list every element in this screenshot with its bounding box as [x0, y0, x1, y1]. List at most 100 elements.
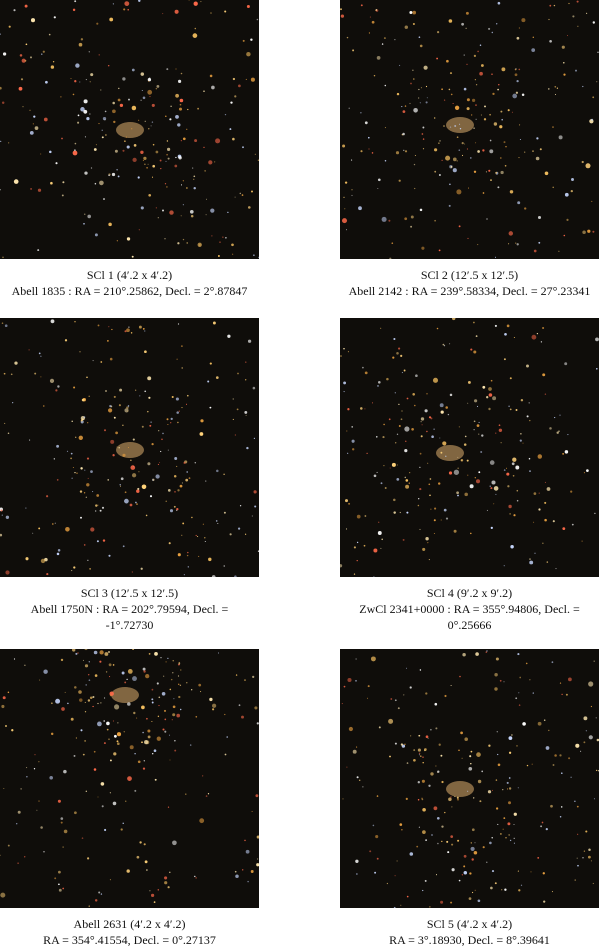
- star: [209, 406, 212, 409]
- star: [430, 508, 432, 510]
- star: [595, 337, 599, 342]
- star: [209, 74, 213, 78]
- star: [596, 81, 598, 83]
- star: [104, 119, 106, 121]
- star: [223, 473, 225, 476]
- star: [356, 541, 359, 544]
- star: [502, 789, 504, 791]
- star: [38, 527, 41, 530]
- star: [98, 123, 100, 125]
- star: [475, 84, 478, 86]
- caption-line: 0°.25666: [447, 618, 492, 632]
- star: [176, 713, 181, 718]
- star: [377, 384, 379, 387]
- star: [193, 1, 198, 6]
- star: [61, 137, 63, 140]
- star: [562, 453, 564, 455]
- star: [156, 682, 159, 685]
- star: [182, 522, 185, 525]
- star: [409, 472, 411, 474]
- star: [481, 434, 484, 437]
- star: [413, 108, 418, 113]
- star: [533, 249, 537, 253]
- star: [48, 33, 51, 36]
- star: [377, 531, 382, 535]
- star: [138, 471, 140, 473]
- star: [422, 808, 426, 812]
- star: [508, 405, 510, 408]
- star: [403, 369, 406, 372]
- star: [470, 348, 473, 351]
- star: [467, 187, 470, 189]
- star: [513, 837, 515, 839]
- star: [519, 138, 521, 141]
- star: [402, 110, 406, 113]
- star: [486, 218, 488, 220]
- star: [473, 321, 475, 324]
- star: [185, 478, 189, 482]
- star: [130, 459, 132, 461]
- star: [435, 765, 437, 767]
- star: [431, 435, 434, 439]
- star: [256, 722, 259, 725]
- star: [532, 150, 534, 152]
- star: [538, 508, 541, 511]
- star: [142, 159, 144, 162]
- star: [405, 484, 410, 489]
- star: [561, 772, 563, 774]
- star: [229, 533, 232, 536]
- star: [482, 149, 485, 152]
- star: [444, 345, 446, 347]
- star: [473, 850, 478, 855]
- star: [512, 474, 515, 477]
- star: [17, 810, 21, 814]
- star: [26, 776, 28, 778]
- star: [372, 824, 375, 827]
- star: [169, 871, 171, 874]
- star: [528, 402, 530, 404]
- star: [343, 685, 346, 688]
- star: [473, 429, 475, 431]
- star: [422, 830, 426, 834]
- star: [418, 826, 420, 828]
- star: [158, 430, 160, 432]
- star: [55, 389, 58, 392]
- star: [103, 742, 106, 745]
- star: [503, 565, 505, 567]
- star: [592, 21, 595, 24]
- star: [443, 125, 445, 127]
- star: [154, 652, 158, 656]
- star: [118, 87, 120, 90]
- star: [164, 183, 167, 185]
- star: [521, 93, 525, 97]
- star: [340, 355, 342, 357]
- star: [513, 514, 516, 517]
- star: [0, 533, 3, 537]
- star: [347, 351, 349, 353]
- star: [100, 702, 102, 704]
- star: [162, 13, 164, 15]
- star: [440, 754, 443, 757]
- star: [475, 652, 479, 656]
- star: [515, 91, 519, 94]
- star: [108, 554, 111, 557]
- star: [546, 487, 551, 491]
- star: [467, 380, 471, 384]
- star: [245, 361, 247, 363]
- star: [214, 161, 216, 163]
- star: [396, 92, 400, 96]
- star: [496, 23, 498, 25]
- star: [399, 64, 401, 66]
- star: [140, 72, 145, 76]
- star: [460, 731, 463, 735]
- cluster-galaxy: [116, 442, 144, 458]
- star: [78, 435, 83, 440]
- star: [112, 109, 116, 114]
- star: [504, 332, 507, 336]
- star: [555, 568, 557, 570]
- star: [77, 114, 80, 117]
- star: [80, 729, 83, 732]
- star: [542, 326, 545, 330]
- star: [136, 503, 138, 505]
- star: [60, 821, 63, 824]
